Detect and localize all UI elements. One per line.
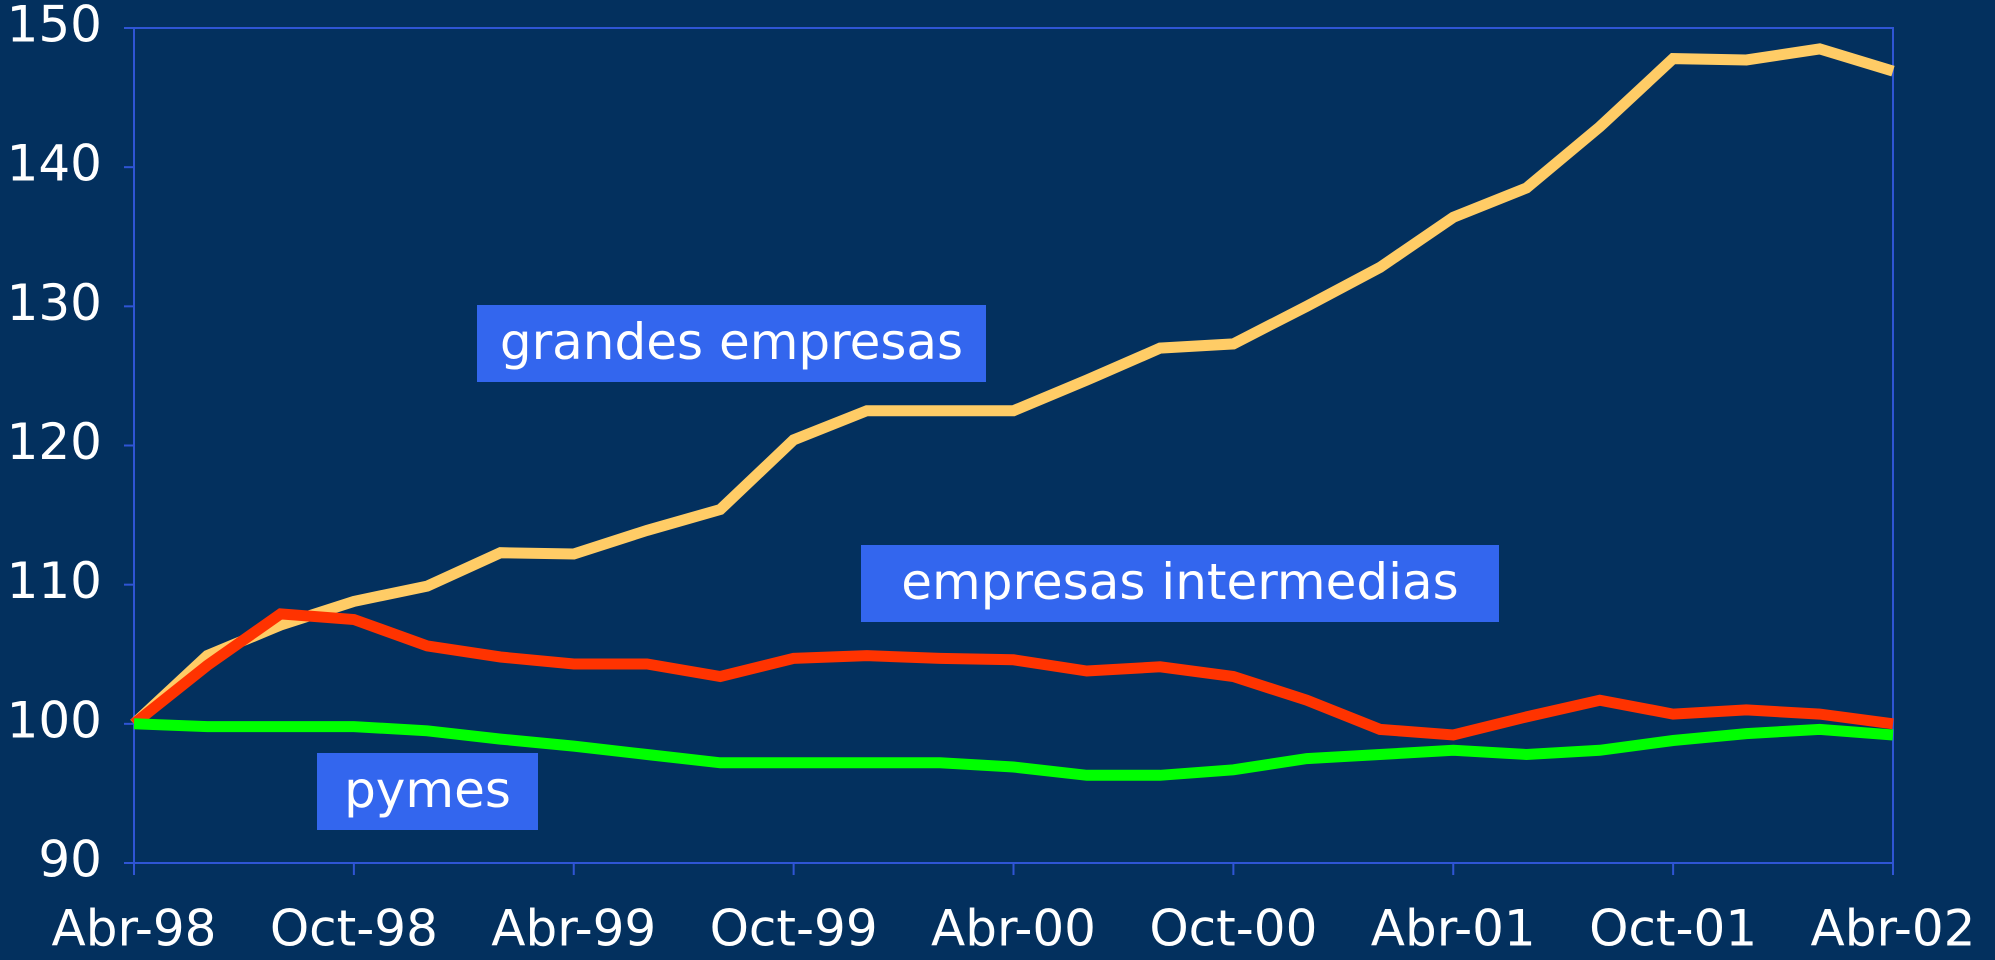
y-tick-label: 90 — [38, 831, 102, 889]
y-tick-label: 110 — [7, 552, 102, 610]
x-tick-label: Oct-98 — [270, 900, 438, 958]
y-tick-label: 130 — [7, 274, 102, 332]
legend-box — [477, 305, 986, 382]
x-tick-label: Abr-00 — [931, 900, 1096, 958]
series-line — [133, 718, 1894, 781]
x-tick-label: Oct-99 — [710, 900, 878, 958]
series-line — [130, 43, 1895, 728]
x-tick-label: Oct-00 — [1149, 900, 1317, 958]
legend-label: grandes empresas — [500, 313, 963, 371]
y-tick-label: 140 — [7, 135, 102, 193]
y-tick-label: 150 — [7, 0, 102, 54]
x-tick-label: Abr-02 — [1811, 900, 1976, 958]
x-tick-label: Oct-01 — [1589, 900, 1757, 958]
legend-label: empresas intermedias — [901, 553, 1458, 611]
legend-box — [317, 753, 538, 830]
x-tick-label: Abr-01 — [1371, 900, 1536, 958]
x-tick-label: Abr-99 — [491, 900, 656, 958]
legend-label: pymes — [344, 761, 511, 819]
legend-box — [861, 545, 1499, 622]
y-tick-label: 120 — [7, 413, 102, 471]
series-line — [130, 608, 1894, 741]
x-tick-label: Abr-98 — [52, 900, 217, 958]
y-tick-label: 100 — [7, 691, 102, 749]
